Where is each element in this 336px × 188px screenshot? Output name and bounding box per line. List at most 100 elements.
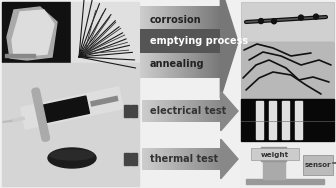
Bar <box>158 6 160 78</box>
Bar <box>187 100 189 122</box>
Bar <box>144 148 146 170</box>
Polygon shape <box>21 87 123 129</box>
Bar <box>213 148 215 170</box>
Bar <box>156 6 158 78</box>
Bar <box>194 6 196 78</box>
Bar <box>177 148 179 170</box>
Bar <box>195 148 197 170</box>
Bar <box>171 148 173 170</box>
Bar <box>168 148 170 170</box>
Bar <box>148 148 150 170</box>
Ellipse shape <box>50 150 94 160</box>
Bar <box>71 2 139 62</box>
Ellipse shape <box>48 148 96 168</box>
Polygon shape <box>221 91 238 131</box>
Bar <box>162 148 164 170</box>
Bar <box>148 6 150 78</box>
Circle shape <box>271 19 277 24</box>
Bar <box>212 6 214 78</box>
Bar <box>207 100 209 122</box>
Bar <box>205 148 207 170</box>
Bar <box>124 105 130 117</box>
Bar <box>146 6 148 78</box>
Polygon shape <box>12 10 54 57</box>
Bar <box>131 153 137 165</box>
Bar <box>196 6 198 78</box>
Bar <box>2 2 70 62</box>
Bar <box>170 100 171 122</box>
Bar <box>241 99 334 141</box>
Bar <box>215 100 217 122</box>
Bar <box>203 100 205 122</box>
Bar <box>181 100 183 122</box>
Bar <box>166 6 168 78</box>
Bar <box>269 101 276 139</box>
Bar <box>152 6 154 78</box>
Bar <box>202 6 204 78</box>
Bar <box>168 6 170 78</box>
Text: sensor: sensor <box>305 162 331 168</box>
Bar <box>197 100 199 122</box>
Bar <box>180 6 182 78</box>
Bar <box>150 6 152 78</box>
Bar <box>142 6 144 78</box>
Bar <box>209 148 211 170</box>
Bar <box>178 6 180 78</box>
Bar <box>154 100 156 122</box>
Circle shape <box>313 14 319 19</box>
Bar <box>261 159 287 162</box>
Bar <box>160 100 162 122</box>
Bar <box>295 101 302 139</box>
Bar <box>158 100 160 122</box>
Bar <box>164 148 166 170</box>
Bar <box>195 100 197 122</box>
Bar <box>140 6 142 78</box>
Bar <box>156 100 158 122</box>
Bar <box>162 100 164 122</box>
Bar <box>217 100 219 122</box>
Bar <box>197 148 199 170</box>
Bar <box>211 100 213 122</box>
Bar <box>219 100 221 122</box>
Bar <box>208 6 210 78</box>
Bar <box>201 100 203 122</box>
Bar <box>190 6 192 78</box>
Bar <box>246 179 324 184</box>
Bar <box>204 6 206 78</box>
Bar <box>256 101 263 139</box>
Bar <box>261 156 287 159</box>
Bar <box>198 6 200 78</box>
Bar <box>179 100 181 122</box>
Bar <box>158 148 160 170</box>
Bar <box>166 148 168 170</box>
Bar <box>177 100 179 122</box>
Text: electrical test: electrical test <box>150 106 226 116</box>
Bar <box>160 6 162 78</box>
Bar <box>214 6 216 78</box>
Bar <box>217 148 219 170</box>
Bar <box>124 153 130 165</box>
Bar <box>142 148 144 170</box>
Bar <box>175 148 177 170</box>
Bar <box>164 6 166 78</box>
Circle shape <box>258 19 263 24</box>
Bar <box>156 148 158 170</box>
Text: annealing: annealing <box>150 59 205 69</box>
Bar <box>201 148 203 170</box>
Bar <box>261 150 287 153</box>
Bar <box>2 63 139 186</box>
Bar <box>175 100 177 122</box>
Bar <box>241 42 334 98</box>
Bar <box>200 6 202 78</box>
Bar <box>185 100 187 122</box>
Bar <box>189 148 191 170</box>
Bar <box>168 100 170 122</box>
Bar <box>187 148 189 170</box>
Bar <box>142 100 144 122</box>
Bar <box>170 6 172 78</box>
Bar <box>166 100 168 122</box>
Bar <box>241 143 334 186</box>
Bar <box>188 6 190 78</box>
Text: emptying process: emptying process <box>150 36 248 46</box>
Bar <box>193 148 195 170</box>
